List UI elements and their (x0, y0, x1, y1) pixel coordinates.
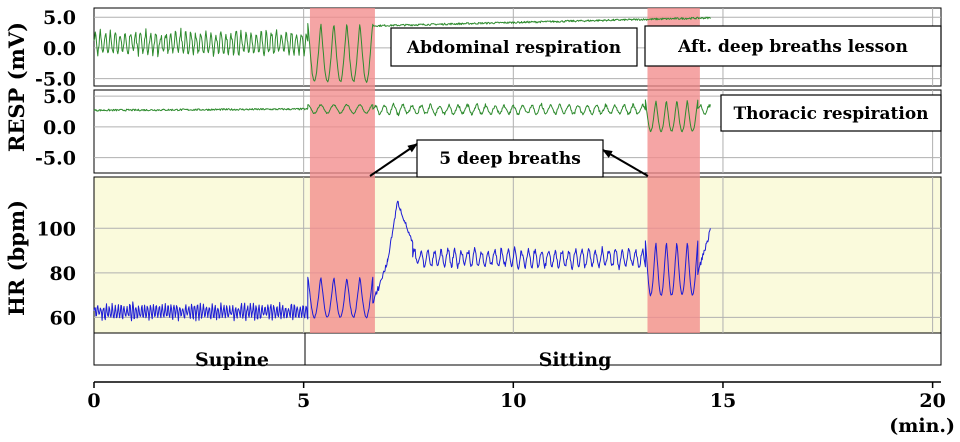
x-axis-ticks: 0 5 10 15 20 (87, 382, 946, 412)
annotation-deep-breaths: 5 deep breaths (369, 139, 649, 178)
annotation-deep-breaths-text: 5 deep breaths (439, 149, 581, 169)
x-tick-label-4: 20 (919, 390, 945, 412)
annotation-thoracic: Thoracic respiration (720, 94, 942, 132)
hr-y-tick-label-2: 60 (50, 307, 76, 329)
resp-thoracic-y-tick-label-1: 0.0 (43, 117, 76, 139)
x-tick-label-2: 10 (500, 390, 526, 412)
resp-ylabel: RESP (mV) (4, 22, 29, 152)
hr-y-tick-label-0: 100 (36, 218, 76, 240)
hr-panel (93, 176, 942, 334)
deep-breaths-arrow-right (602, 149, 649, 177)
x-tick-label-1: 5 (297, 390, 310, 412)
annotation-lesson-text: Aft. deep breaths lesson (677, 37, 908, 57)
position-bar (93, 332, 942, 366)
resp-thoracic-y-tick-label-2: -5.0 (35, 148, 76, 170)
deep-breaths-arrow-left (369, 143, 418, 177)
resp-abdominal-series-line-0 (93, 16, 711, 83)
x-tick-label-3: 15 (710, 390, 736, 412)
annotation-abdominal: Abdominal respiration (390, 27, 638, 67)
x-unit-label: (min.) (889, 415, 955, 437)
position-supine-label: Supine (195, 349, 269, 371)
resp-thoracic-series-line-0 (93, 99, 711, 133)
resp-abdominal-y-tick-label-0: 5.0 (43, 7, 76, 29)
hr-y-tick-label-1: 80 (50, 263, 76, 285)
annotation-abdominal-text: Abdominal respiration (406, 38, 621, 58)
resp-abdominal-y-tick-label-2: -5.0 (35, 69, 76, 91)
annotation-lesson: Aft. deep breaths lesson (644, 25, 942, 67)
x-tick-label-0: 0 (87, 390, 100, 412)
hr-ylabel: HR (bpm) (4, 200, 29, 316)
resp-abdominal-y-tick-label-1: 0.0 (43, 38, 76, 60)
hr-series-line-0 (93, 200, 711, 322)
annotation-thoracic-text: Thoracic respiration (733, 104, 928, 124)
resp-thoracic-y-tick-label-0: 5.0 (43, 86, 76, 108)
position-sitting-label: Sitting (539, 349, 612, 371)
series (93, 16, 711, 322)
